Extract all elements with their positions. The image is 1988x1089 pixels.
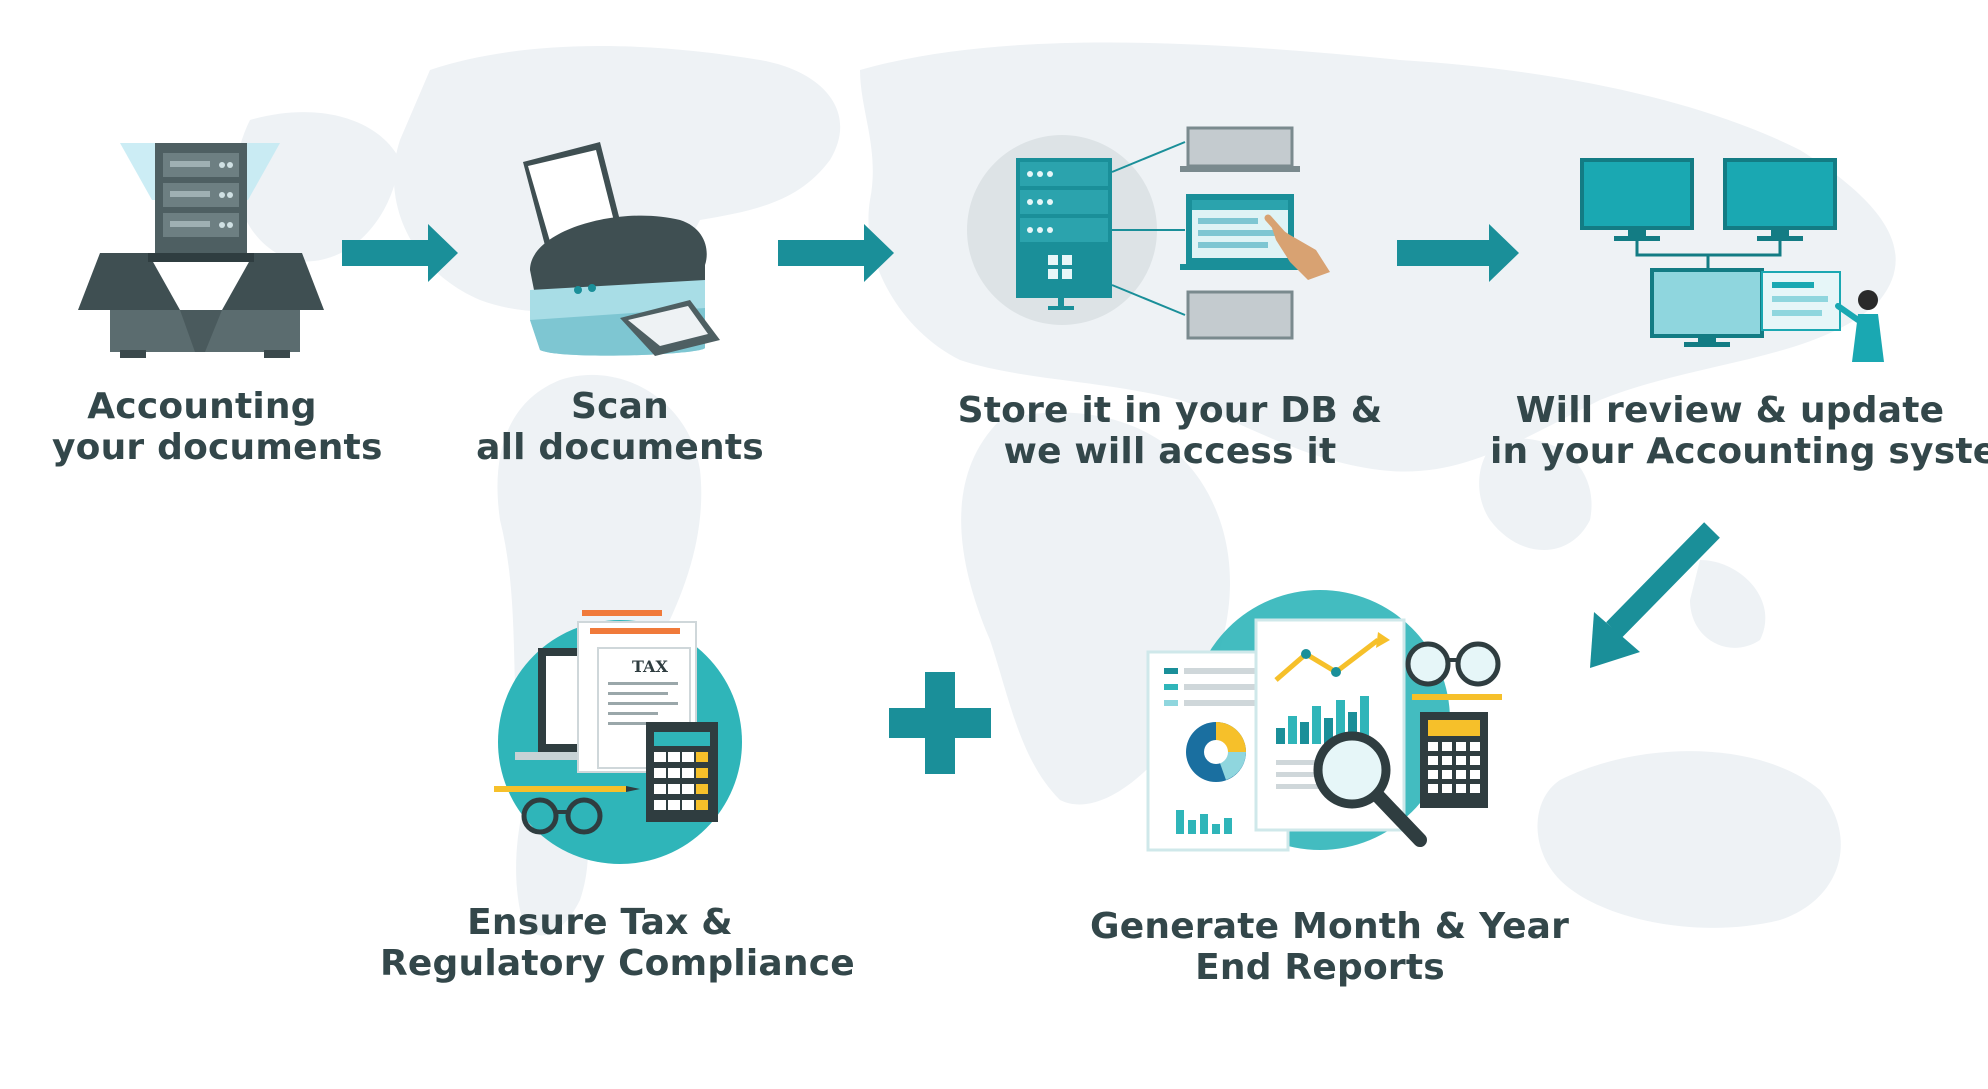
step-3-line-2: we will access it <box>1003 431 1337 472</box>
step-4-line-2: in your Accounting system <box>1490 431 1988 472</box>
step-1-line-2: your documents <box>52 427 383 468</box>
tax-doc-label: TAX <box>632 657 668 676</box>
reports-analytics-icon <box>1146 590 1502 852</box>
arrow-3-to-4 <box>1397 224 1519 282</box>
step-1-label: Accounting your documents <box>52 386 383 468</box>
step-2-line-2: all documents <box>476 427 764 468</box>
step-3-line-1: Store it in your DB & <box>957 390 1383 431</box>
step-4-label: Will review & update in your Accounting … <box>1490 390 1988 472</box>
step-6-label: Generate Month & Year End Reports <box>1090 906 1570 988</box>
step-1-line-1: Accounting <box>87 386 317 427</box>
step-6-line-1: Generate Month & Year <box>1090 906 1570 947</box>
printer-scanner-icon <box>523 142 720 356</box>
server-box-icon <box>78 143 324 358</box>
step-6-line-2: End Reports <box>1195 947 1445 988</box>
step-5-label: Ensure Tax & Regulatory Compliance <box>380 902 855 984</box>
arrow-4-to-6 <box>1590 522 1720 668</box>
step-2-line-1: Scan <box>571 386 669 427</box>
arrow-1-to-2 <box>342 224 458 282</box>
step-4-line-1: Will review & update <box>1515 390 1945 431</box>
tax-documents-calculator-icon: TAX <box>494 610 742 864</box>
step-2-label: Scan all documents <box>470 386 770 468</box>
plus-icon <box>889 672 991 774</box>
step-3-label: Store it in your DB & we will access it <box>950 390 1390 472</box>
step-5-line-1: Ensure Tax & <box>467 902 733 943</box>
monitors-network-icon <box>1580 158 1884 362</box>
arrow-2-to-3 <box>778 224 894 282</box>
step-5-line-2: Regulatory Compliance <box>380 943 855 984</box>
database-server-icon <box>967 126 1330 340</box>
